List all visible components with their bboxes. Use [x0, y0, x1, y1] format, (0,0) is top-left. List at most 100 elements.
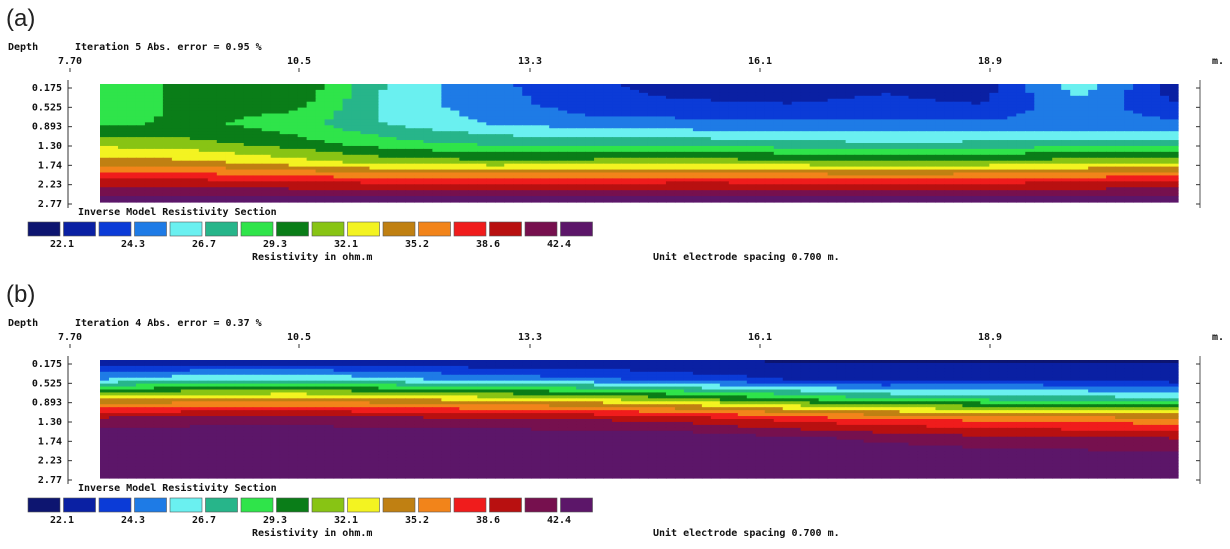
- model-cell: [971, 184, 981, 188]
- model-cell: [656, 84, 667, 88]
- model-cell: [558, 84, 568, 88]
- model-cell: [378, 181, 389, 185]
- model-cell: [1142, 113, 1152, 118]
- model-cell: [504, 199, 514, 203]
- model-cell: [270, 184, 281, 188]
- model-cell: [252, 190, 263, 194]
- model-cell: [1097, 84, 1107, 88]
- model-cell: [1025, 148, 1035, 153]
- model-cell: [890, 125, 901, 129]
- model-cell: [351, 166, 362, 171]
- model-cell: [683, 169, 694, 174]
- model-cell: [279, 122, 290, 126]
- model-cell: [665, 95, 676, 100]
- model-cell: [100, 107, 110, 112]
- model-cell: [378, 128, 389, 132]
- model-cell: [980, 175, 990, 179]
- model-cell: [405, 84, 416, 88]
- model-cell: [100, 104, 110, 109]
- model-cell: [1133, 128, 1143, 132]
- model-cell: [1034, 107, 1044, 112]
- model-cell: [890, 199, 901, 203]
- model-cell: [800, 131, 811, 135]
- model-cell: [243, 187, 254, 191]
- model-cell: [396, 101, 407, 106]
- model-cell: [594, 196, 604, 200]
- model-cell: [252, 148, 263, 153]
- model-cell: [692, 89, 703, 94]
- model-cell: [279, 137, 290, 141]
- model-cell: [1043, 190, 1053, 194]
- model-cell: [872, 110, 883, 115]
- model-cell: [450, 140, 460, 144]
- model-cell: [315, 116, 326, 120]
- model-cell: [171, 137, 182, 141]
- model-cell: [953, 143, 963, 147]
- model-cell: [261, 128, 272, 132]
- model-cell: [225, 154, 236, 159]
- model-cell: [989, 160, 999, 165]
- model-cell: [836, 86, 847, 91]
- model-cell: [800, 148, 811, 153]
- model-cell: [737, 184, 748, 188]
- model-cell: [773, 131, 784, 135]
- model-cell: [495, 104, 505, 109]
- model-cell: [369, 157, 380, 162]
- model-cell: [450, 116, 460, 120]
- model-cell: [333, 98, 344, 103]
- model-cell: [674, 181, 685, 185]
- model-cell: [630, 140, 640, 144]
- model-cell: [701, 113, 712, 118]
- model-cell: [1133, 163, 1143, 168]
- model-cell: [791, 98, 802, 103]
- model-cell: [468, 98, 478, 103]
- model-cell: [881, 84, 892, 88]
- model-cell: [1034, 181, 1044, 185]
- model-cell: [854, 187, 865, 191]
- model-cell: [468, 160, 478, 165]
- model-cell: [477, 107, 487, 112]
- model-cell: [558, 86, 568, 91]
- model-cell: [1070, 128, 1080, 132]
- model-cell: [414, 104, 424, 109]
- model-cell: [225, 166, 236, 171]
- model-cell: [144, 148, 155, 153]
- model-cell: [369, 190, 380, 194]
- model-cell: [288, 163, 299, 168]
- model-cell: [108, 163, 119, 168]
- model-cell: [1034, 163, 1044, 168]
- model-cell: [1142, 134, 1152, 138]
- model-cell: [899, 193, 910, 197]
- model-cell: [737, 193, 748, 197]
- model-cell: [603, 98, 613, 103]
- model-cell: [225, 157, 236, 162]
- model-cell: [459, 89, 469, 94]
- model-cell: [207, 154, 218, 159]
- model-cell: [692, 169, 703, 174]
- model-cell: [441, 134, 451, 138]
- model-cell: [872, 196, 883, 200]
- model-cell: [585, 193, 595, 197]
- model-cell: [1160, 187, 1170, 191]
- model-cell: [944, 154, 955, 159]
- model-cell: [1133, 199, 1143, 203]
- model-cell: [261, 143, 272, 147]
- model-cell: [710, 101, 721, 106]
- model-cell: [243, 145, 254, 150]
- model-cell: [827, 145, 838, 150]
- model-cell: [818, 181, 829, 185]
- model-cell: [621, 137, 631, 141]
- model-cell: [836, 199, 847, 203]
- model-cell: [360, 98, 371, 103]
- model-cell: [908, 148, 919, 153]
- model-cell: [297, 184, 308, 188]
- model-cell: [135, 128, 146, 132]
- model-cell: [1061, 157, 1071, 162]
- model-cell: [603, 101, 613, 106]
- model-cell: [351, 128, 362, 132]
- model-cell: [647, 157, 658, 162]
- model-cell: [450, 145, 460, 150]
- model-cell: [1025, 98, 1035, 103]
- model-cell: [333, 113, 344, 118]
- model-cell: [1097, 107, 1107, 112]
